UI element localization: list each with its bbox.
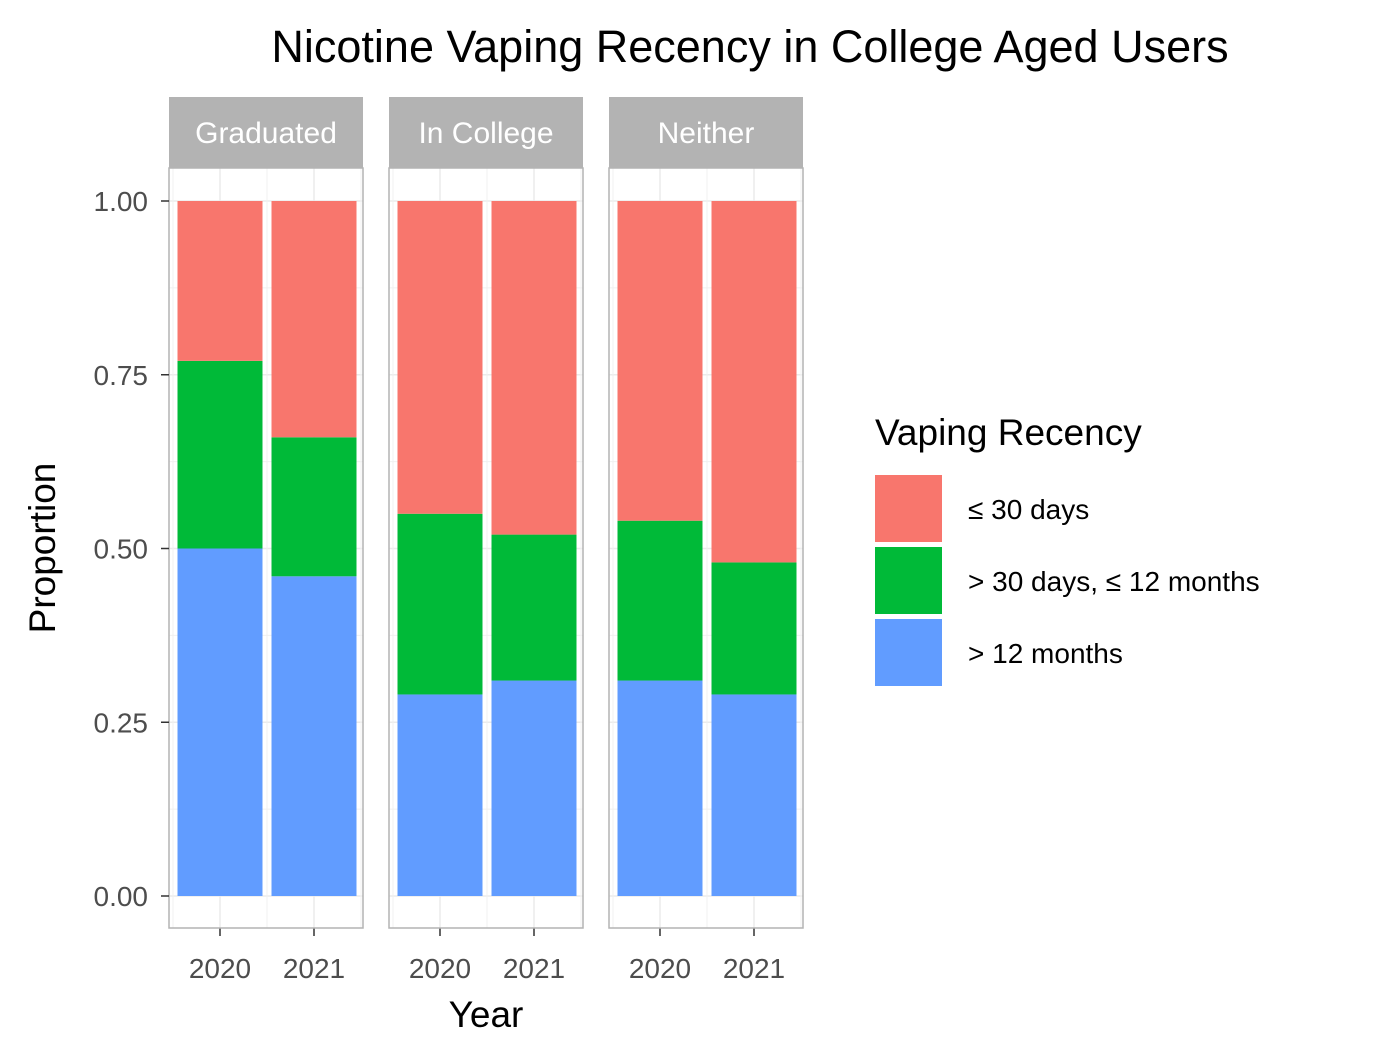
bar-in-college-2020-gt-30-days-le-12-months xyxy=(397,513,483,695)
x-tick-label: 2020 xyxy=(629,953,691,984)
facet-strip xyxy=(389,97,583,168)
panel-border xyxy=(608,167,804,929)
facet-panel-in-college: In College 2020 2021 xyxy=(388,97,584,984)
bar-graduated-2020-gt-12-months xyxy=(177,548,263,896)
bar-neither-2021-gt-12-months xyxy=(711,694,797,896)
legend-label-gt-12-months: > 12 months xyxy=(968,638,1123,669)
legend-label-le-30-days: ≤ 30 days xyxy=(968,494,1089,525)
facet-panel-graduated: Graduated 2020 2021 xyxy=(168,97,364,984)
bar-in-college-2020-gt-12-months xyxy=(397,694,483,896)
x-tick-label: 2020 xyxy=(409,953,471,984)
bar-graduated-2020-le-30-days xyxy=(177,201,263,361)
facet-strip xyxy=(169,97,363,168)
x-tick-label: 2020 xyxy=(189,953,251,984)
x-tick-label: 2021 xyxy=(723,953,785,984)
facet-strip-label: Neither xyxy=(658,117,755,150)
bar-graduated-2021-gt-30-days-le-12-months xyxy=(271,437,357,577)
facet-panel-neither: Neither 2020 2021 xyxy=(608,97,804,984)
legend-swatch-gt-30-days-le-12-months xyxy=(875,547,942,614)
x-tick-label: 2021 xyxy=(283,953,345,984)
bar-graduated-2020-gt-30-days-le-12-months xyxy=(177,360,263,549)
y-axis: 0.00 0.25 0.50 0.75 1.00 xyxy=(94,186,169,912)
facet-strip-label: In College xyxy=(418,117,553,150)
legend-swatch-gt-12-months xyxy=(875,619,942,686)
legend-label-gt-30-days-le-12-months: > 30 days, ≤ 12 months xyxy=(968,566,1260,597)
y-axis-title: Proportion xyxy=(22,463,63,634)
y-tick-label: 0.00 xyxy=(94,881,149,912)
bar-neither-2021-gt-30-days-le-12-months xyxy=(711,562,797,695)
bar-in-college-2020-le-30-days xyxy=(397,201,483,514)
y-tick-label: 0.50 xyxy=(94,534,149,565)
bar-neither-2020-gt-12-months xyxy=(617,680,703,896)
chart-title: Nicotine Vaping Recency in College Aged … xyxy=(271,21,1228,72)
bar-graduated-2021-gt-12-months xyxy=(271,576,357,896)
bar-in-college-2021-gt-30-days-le-12-months xyxy=(491,534,577,681)
facet-strip-label: Graduated xyxy=(195,117,337,150)
x-axis-title: Year xyxy=(449,994,524,1035)
legend: Vaping Recency ≤ 30 days > 30 days, ≤ 12 … xyxy=(875,412,1260,686)
legend-swatch-le-30-days xyxy=(875,475,942,542)
bar-neither-2020-gt-30-days-le-12-months xyxy=(617,520,703,681)
bar-neither-2021-le-30-days xyxy=(711,201,797,563)
bar-in-college-2021-gt-12-months xyxy=(491,680,577,896)
bar-graduated-2021-le-30-days xyxy=(271,201,357,438)
legend-title: Vaping Recency xyxy=(875,412,1142,453)
y-tick-label: 0.75 xyxy=(94,360,149,391)
y-tick-label: 1.00 xyxy=(94,186,149,217)
bar-neither-2020-le-30-days xyxy=(617,201,703,521)
x-tick-label: 2021 xyxy=(503,953,565,984)
bar-in-college-2021-le-30-days xyxy=(491,201,577,535)
panel-border xyxy=(388,167,584,929)
facet-strip xyxy=(609,97,803,168)
y-tick-label: 0.25 xyxy=(94,707,149,738)
